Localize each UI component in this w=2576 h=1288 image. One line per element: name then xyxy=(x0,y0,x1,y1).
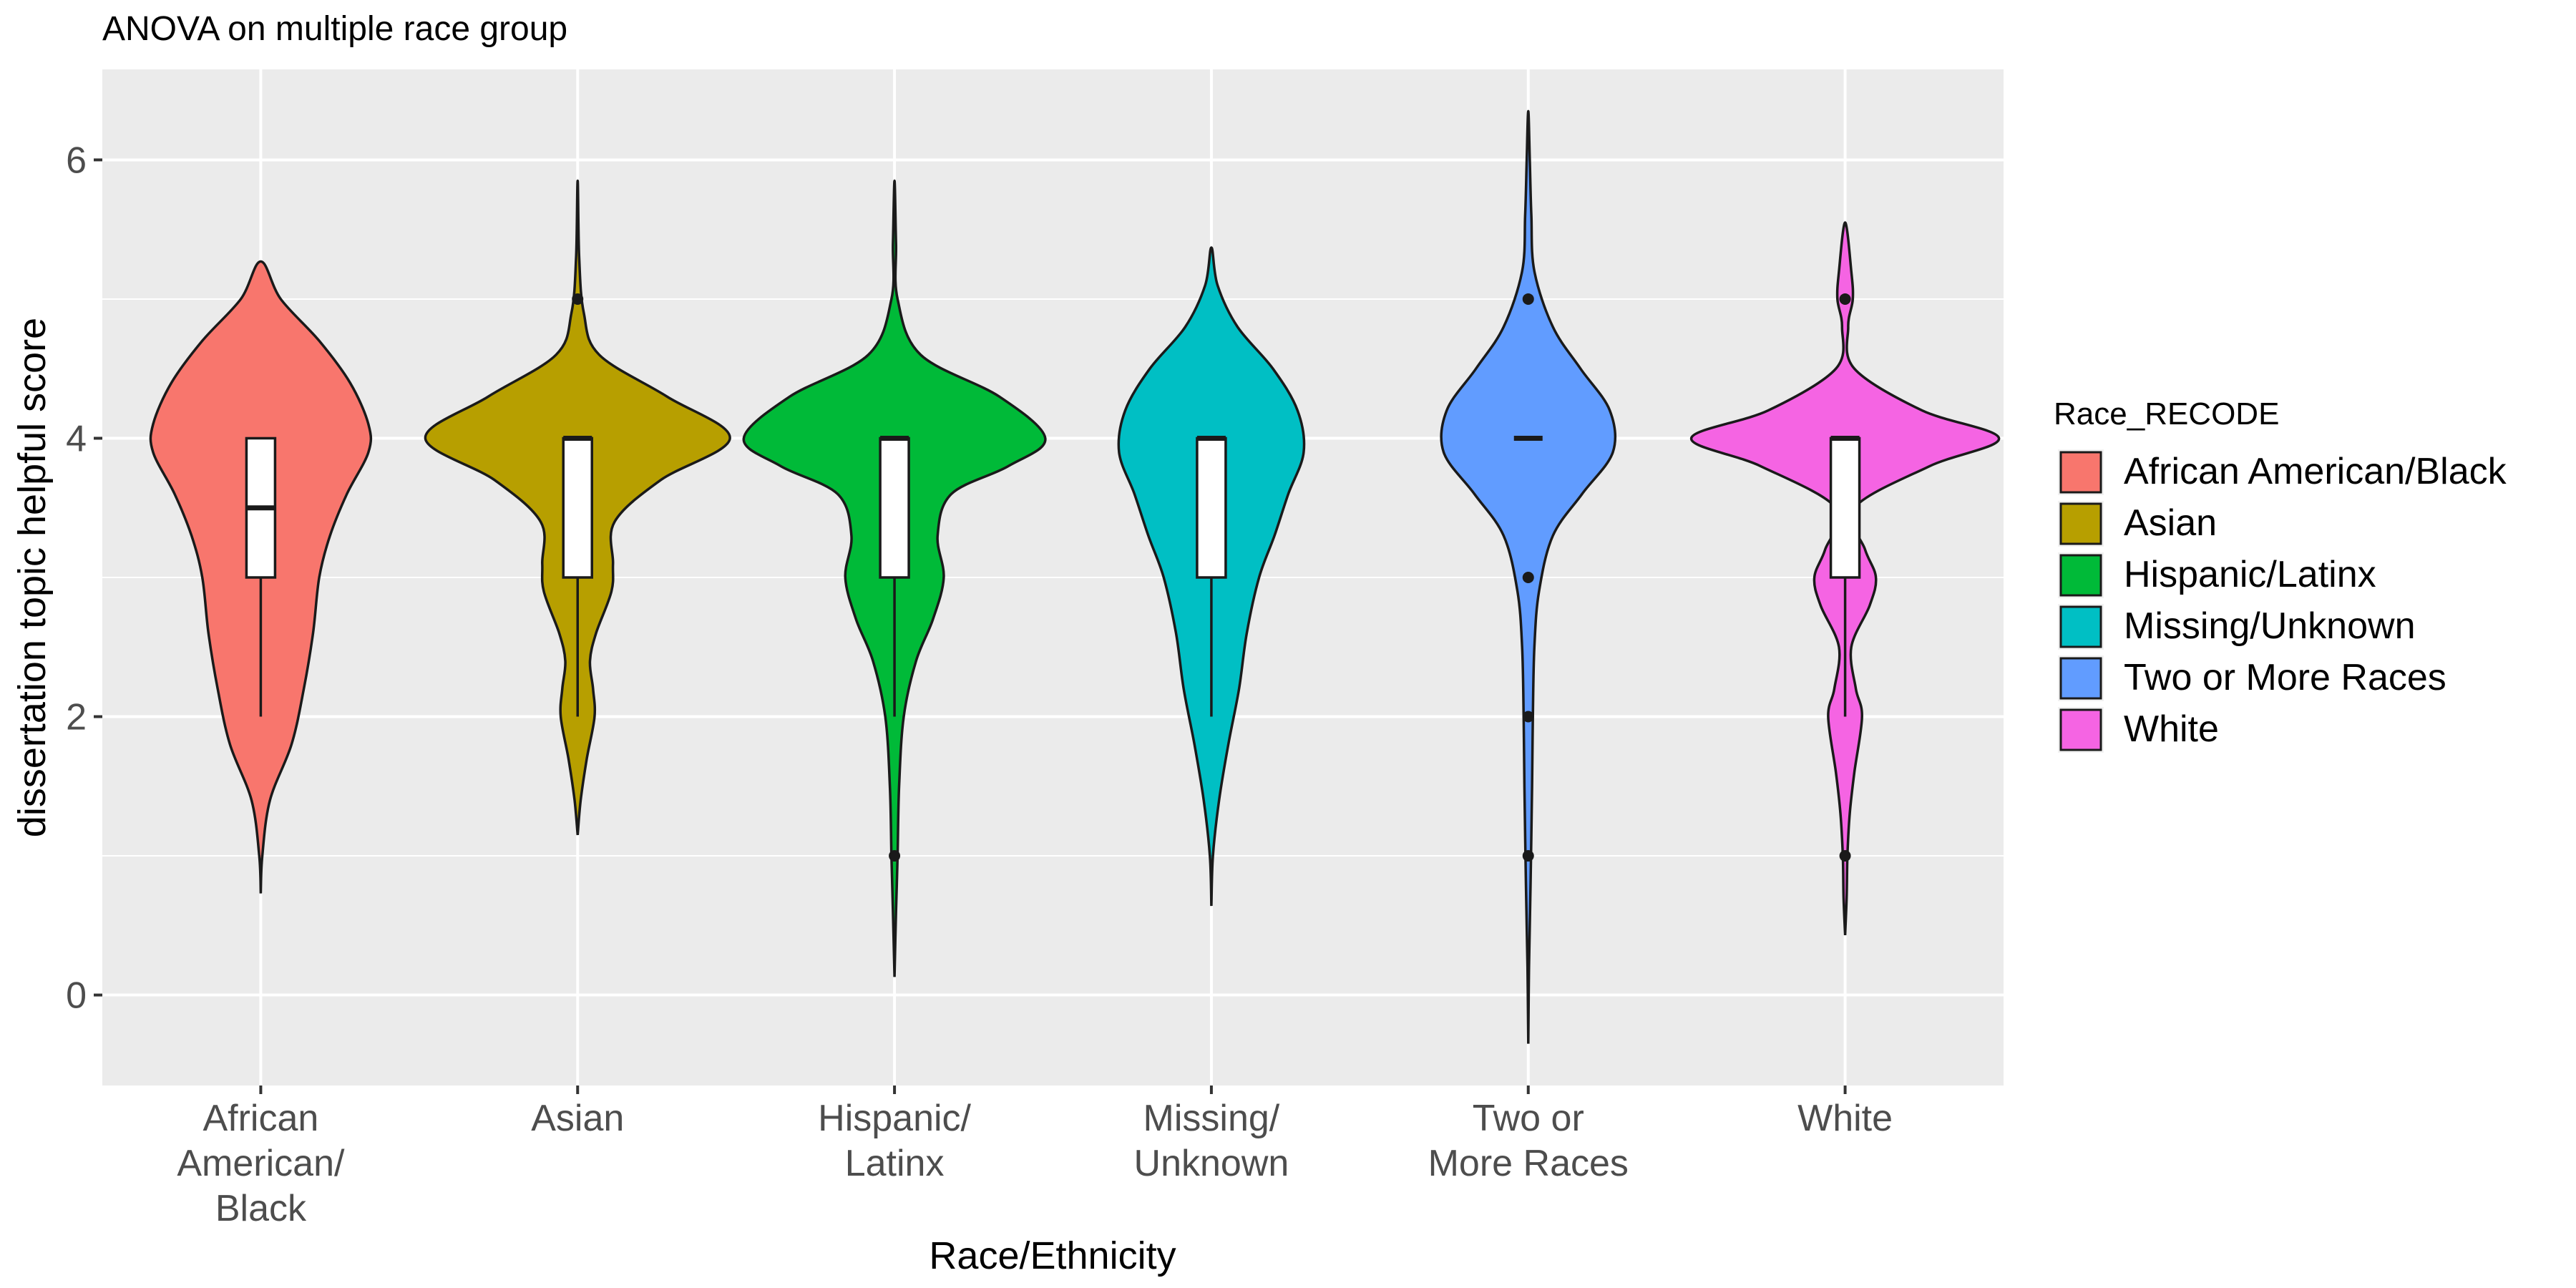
legend-item-label: White xyxy=(2124,708,2219,750)
x-tick-label: African American/Black xyxy=(177,1098,345,1229)
outlier-point xyxy=(1839,850,1851,862)
violin-group xyxy=(149,260,373,894)
y-axis-label: dissertation topic helpful score xyxy=(11,318,54,837)
x-tick-label-line: More Races xyxy=(1428,1143,1629,1184)
x-tick-label-line: American/ xyxy=(177,1143,345,1184)
legend-item: Asian xyxy=(2058,501,2217,547)
chart-title: ANOVA on multiple race group xyxy=(102,10,567,48)
x-tick-label-line: Missing/ xyxy=(1143,1098,1280,1139)
legend: Race_RECODE African American/Black Asian H… xyxy=(2054,396,2507,753)
outlier-point xyxy=(1522,572,1534,583)
x-tick-label: Missing/Unknown xyxy=(1134,1098,1289,1184)
x-axis: African American/Black Asian Hispanic/Latin… xyxy=(177,1085,1893,1229)
legend-item: Missing/Unknown xyxy=(2058,604,2416,650)
legend-key-swatch xyxy=(2059,554,2102,597)
outlier-point xyxy=(572,293,584,305)
legend-item-label: Missing/Unknown xyxy=(2124,605,2416,647)
legend-key-swatch xyxy=(2059,657,2102,700)
box xyxy=(562,436,593,579)
x-tick-label-line: Asian xyxy=(531,1098,624,1139)
box xyxy=(1829,436,1861,579)
x-axis-label: Race/Ethnicity xyxy=(929,1234,1176,1277)
legend-title: Race_RECODE xyxy=(2054,396,2279,431)
x-tick-label-line: White xyxy=(1797,1098,1893,1139)
legend-item: White xyxy=(2058,707,2219,753)
x-tick-label: Hispanic/Latinx xyxy=(818,1098,971,1184)
legend-item-label: Asian xyxy=(2124,502,2217,544)
outlier-point xyxy=(1522,711,1534,723)
legend-key-swatch xyxy=(2059,605,2102,648)
violin-layer xyxy=(149,109,2001,1044)
y-tick-label: 2 xyxy=(66,697,87,738)
x-tick-label-line: Latinx xyxy=(845,1143,945,1184)
legend-item-label: African American/Black xyxy=(2124,451,2507,492)
box xyxy=(1196,436,1227,579)
legend-key-swatch xyxy=(2059,502,2102,545)
legend-item: Two or More Races xyxy=(2058,655,2446,701)
x-tick-label: White xyxy=(1797,1098,1893,1139)
x-tick-label-line: Unknown xyxy=(1134,1143,1289,1184)
x-tick-label: Two or More Races xyxy=(1428,1098,1629,1184)
violin-group xyxy=(1689,221,2001,935)
x-tick-label-line: Black xyxy=(215,1188,307,1229)
outlier-point xyxy=(1522,850,1534,862)
legend-item-label: Hispanic/Latinx xyxy=(2124,554,2376,595)
violin-group xyxy=(1440,109,1617,1044)
box xyxy=(879,436,910,579)
y-tick-label: 0 xyxy=(66,975,87,1017)
violin-group xyxy=(424,179,731,836)
legend-item: African American/Black xyxy=(2058,449,2507,495)
y-axis: 0 2 4 6 xyxy=(66,140,102,1017)
x-tick-label: Asian xyxy=(531,1098,624,1139)
legend-key-swatch xyxy=(2059,708,2102,751)
outlier-point xyxy=(1522,293,1534,305)
x-tick-label-line: Hispanic/ xyxy=(818,1098,971,1139)
legend-key-swatch xyxy=(2059,451,2102,494)
legend-item-label: Two or More Races xyxy=(2124,657,2446,698)
violin-group xyxy=(1117,246,1306,907)
y-tick-label: 6 xyxy=(66,140,87,181)
outlier-point xyxy=(1839,293,1851,305)
x-tick-label-line: African xyxy=(203,1098,318,1139)
violin-group xyxy=(742,179,1047,977)
legend-item: Hispanic/Latinx xyxy=(2058,552,2376,598)
x-tick-label-line: Two or xyxy=(1473,1098,1584,1139)
outlier-point xyxy=(889,850,901,862)
y-tick-label: 4 xyxy=(66,418,87,459)
